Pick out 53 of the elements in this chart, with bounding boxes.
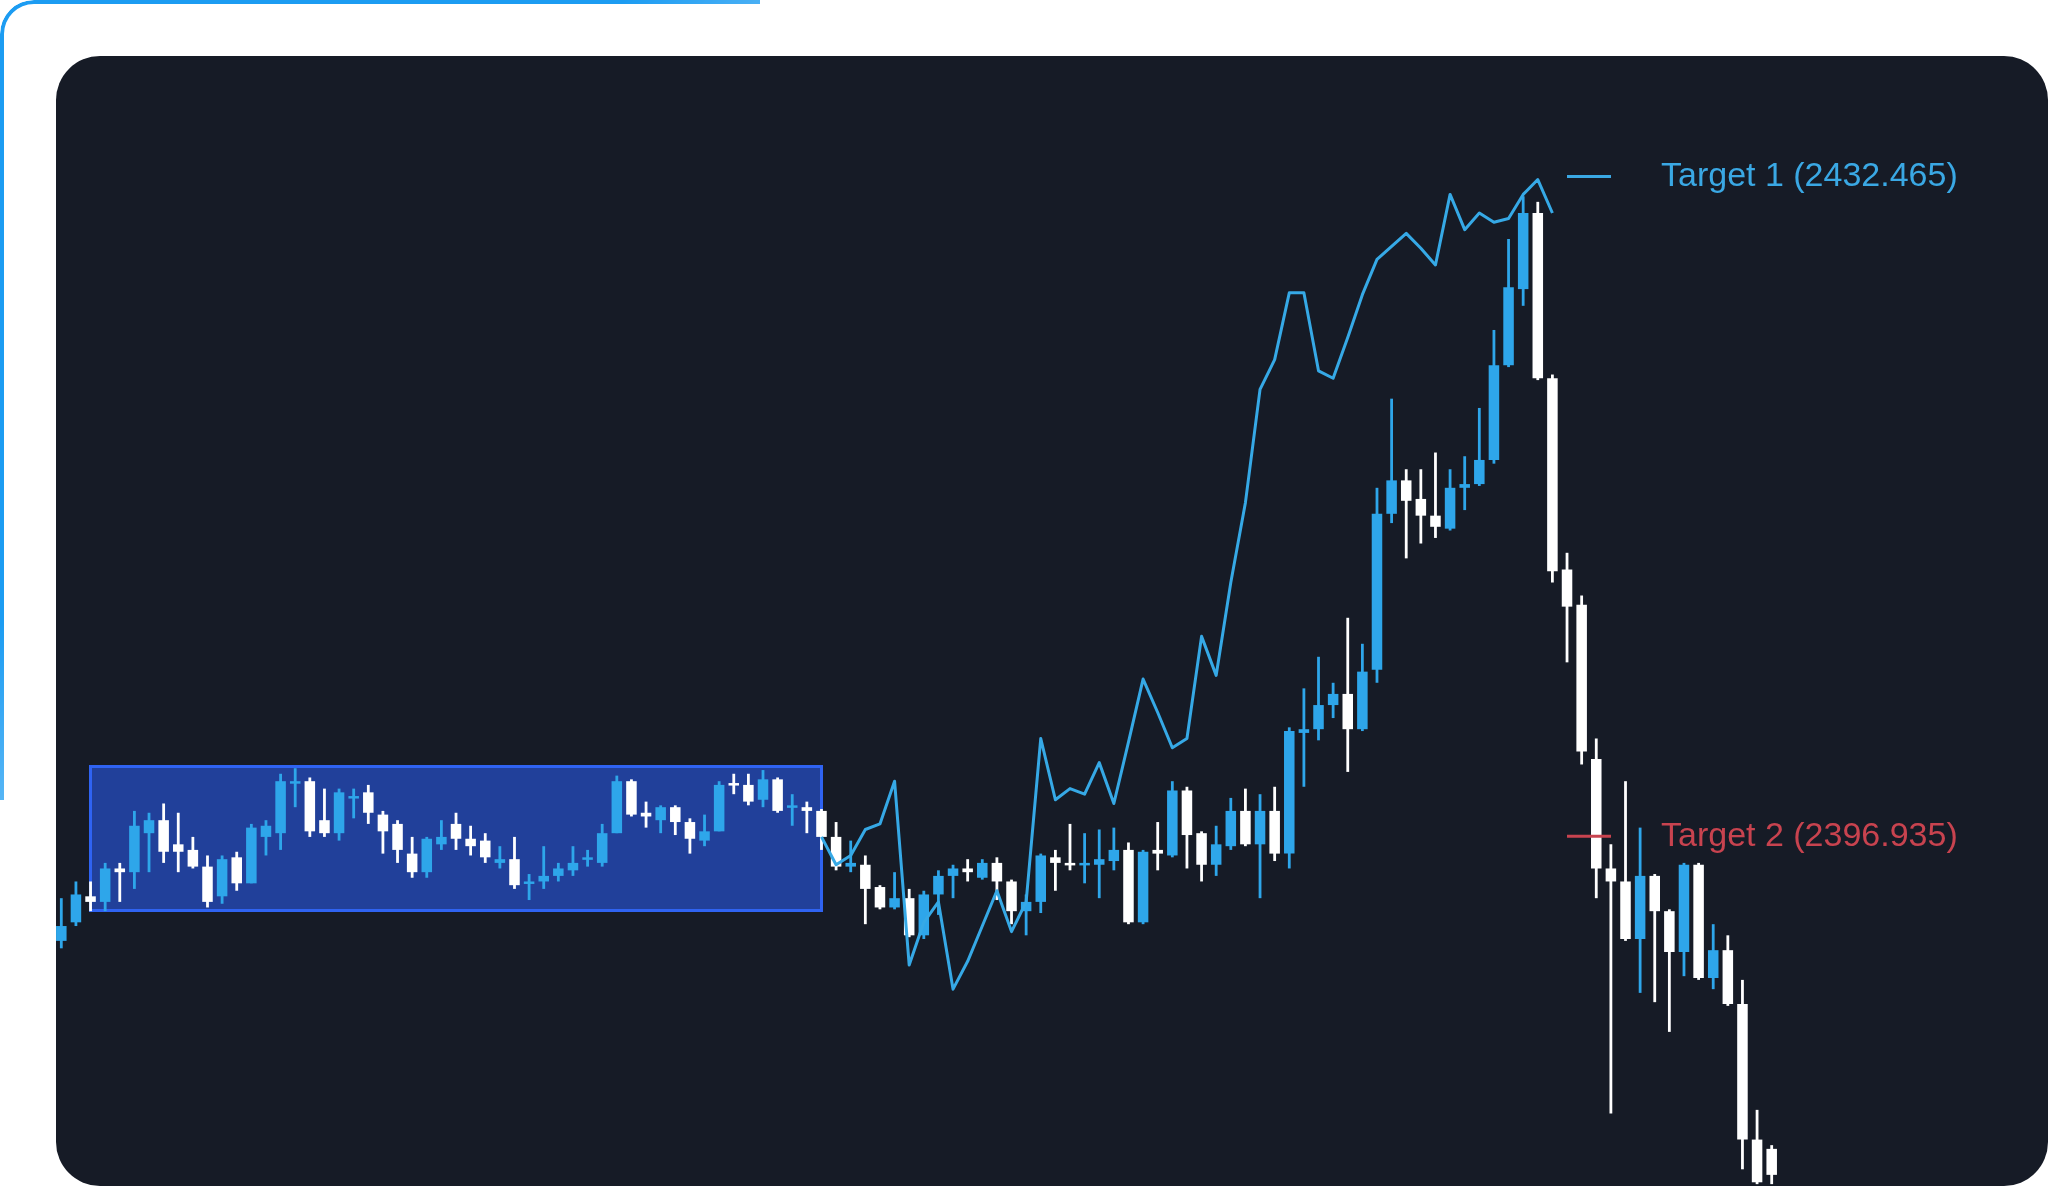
candlestick <box>363 783 374 826</box>
ref-line-label: Target 2 (2396.935) <box>1661 814 1958 853</box>
candlestick <box>1415 467 1427 545</box>
candlestick <box>1327 681 1339 720</box>
candlestick <box>436 818 447 852</box>
candlestick <box>977 857 988 882</box>
candlestick <box>655 803 666 835</box>
candlestick <box>377 809 389 856</box>
candlestick <box>889 870 900 911</box>
candlestick <box>699 813 710 848</box>
candlestick <box>56 896 67 950</box>
candlestick <box>757 768 769 809</box>
candlestick <box>494 844 506 870</box>
candlestick <box>801 800 813 835</box>
candlestick <box>523 872 535 902</box>
candlestick <box>348 787 359 820</box>
ref-line-label: Target 1 (2432.465) <box>1661 154 1958 193</box>
candlestick <box>465 824 476 857</box>
candlestick <box>450 811 462 852</box>
candlestick <box>406 835 418 880</box>
candlestick <box>1605 842 1617 1115</box>
candlestick <box>1050 848 1061 893</box>
candlestick <box>553 861 564 883</box>
candlestick <box>743 772 754 807</box>
candlestick <box>962 857 973 883</box>
candlestick <box>289 766 301 809</box>
candlestick <box>670 803 681 837</box>
candlestick <box>991 855 1003 902</box>
candlestick <box>933 868 944 917</box>
candlestick <box>1430 451 1441 540</box>
candlestick <box>684 816 696 856</box>
candlestick <box>319 787 330 839</box>
candlestick <box>947 863 959 900</box>
candlestick <box>874 883 886 911</box>
candlestick <box>1152 820 1163 872</box>
candlestick <box>567 844 579 878</box>
candlestick <box>728 772 740 796</box>
candlestick <box>1400 467 1412 560</box>
candlestick <box>538 844 549 891</box>
candlestick <box>1108 826 1120 872</box>
candlestick <box>173 811 184 874</box>
candlestick <box>260 818 272 857</box>
candlestick <box>1459 454 1470 512</box>
candlestick <box>85 880 96 913</box>
candlestick <box>114 861 126 904</box>
candlestick <box>143 811 155 874</box>
candlestick <box>1093 828 1105 900</box>
candlestick <box>187 835 199 870</box>
candlestick <box>479 831 491 865</box>
candlestick <box>1298 686 1310 789</box>
candlestick <box>1210 824 1222 878</box>
candlestick <box>786 792 798 828</box>
candlestick <box>845 839 856 874</box>
